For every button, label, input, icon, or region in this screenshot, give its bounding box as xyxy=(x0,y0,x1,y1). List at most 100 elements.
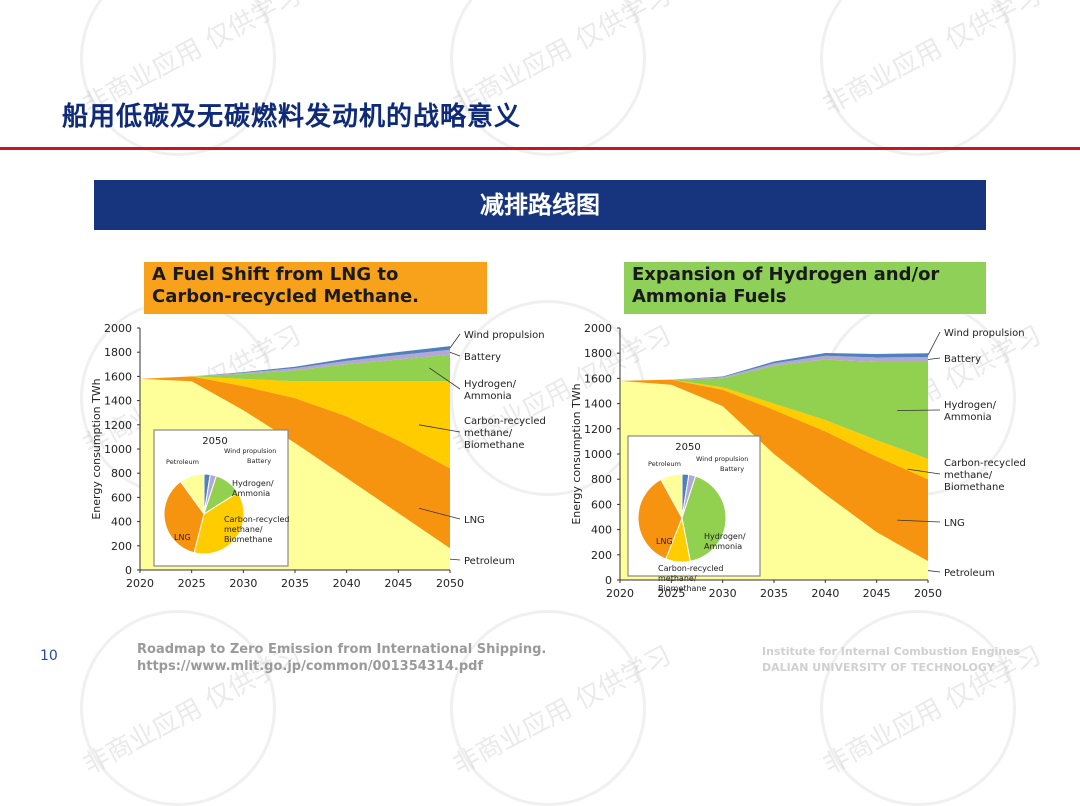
pie-slice-label: Biomethane xyxy=(658,584,707,593)
x-tick-label: 2050 xyxy=(914,587,942,600)
series-label: Biomethane xyxy=(464,440,525,451)
title-divider xyxy=(0,147,1080,150)
x-tick-label: 2045 xyxy=(384,577,412,590)
callout-leader xyxy=(449,333,461,349)
institute-name: Institute for Internal Combustion Engine… xyxy=(762,645,1021,658)
pie-slice-label: Carbon-recycled xyxy=(658,564,724,573)
series-label: Ammonia xyxy=(944,412,992,423)
pie-slice-label: LNG xyxy=(174,533,191,542)
pie-slice-label: Ammonia xyxy=(704,542,742,551)
y-tick-label: 2000 xyxy=(584,322,612,335)
area-series-3 xyxy=(140,354,450,382)
left-area-chart: 0 200 400 600 800 1000 1200 1400 1600 1800 2000 202… xyxy=(90,322,546,590)
pie-slice-label: Wind propulsion xyxy=(224,447,276,455)
series-label: Petroleum xyxy=(464,556,515,567)
pie-slice-label: Carbon-recycled xyxy=(224,515,290,524)
y-axis-label: Energy consumption TWh xyxy=(570,383,583,524)
series-label: LNG xyxy=(944,518,965,529)
callout-leader xyxy=(897,409,941,411)
pie-title: 2050 xyxy=(202,436,227,447)
callout-leader xyxy=(927,331,941,356)
y-axis-label: Energy consumption TWh xyxy=(90,378,103,519)
y-tick-label: 1400 xyxy=(584,398,612,411)
series-label: LNG xyxy=(464,515,485,526)
series-label: Battery xyxy=(944,354,981,365)
series-label: Wind propulsion xyxy=(464,330,545,341)
pie-slice-label: Battery xyxy=(247,457,271,465)
y-tick-label: 0 xyxy=(605,574,612,587)
y-tick-label: 200 xyxy=(111,540,132,553)
y-tick-label: 2000 xyxy=(104,322,132,335)
series-label: methane/ xyxy=(944,470,993,481)
y-tick-label: 1800 xyxy=(104,346,132,359)
source-url: https://www.mlit.go.jp/common/001354314.… xyxy=(137,659,484,674)
slide-number: 10 xyxy=(40,648,58,664)
y-tick-label: 600 xyxy=(591,498,612,511)
pie-slice-label: Petroleum xyxy=(648,460,681,468)
series-label: Petroleum xyxy=(944,568,995,579)
watermark-ring xyxy=(450,610,646,806)
y-tick-label: 1600 xyxy=(104,370,132,383)
pie-slice-label: Wind propulsion xyxy=(696,455,748,463)
callout-leader xyxy=(418,424,461,433)
pie-slice xyxy=(163,480,205,554)
series-label: Carbon-recycled xyxy=(944,458,1026,469)
university-name: DALIAN UNIVERSITY OF TECHNOLOGY xyxy=(762,661,995,674)
watermark-ring xyxy=(820,610,1016,806)
page-title: 船用低碳及无碳燃料发动机的战略意义 xyxy=(62,102,522,132)
pie-slice-label: Hydrogen/ xyxy=(704,532,746,541)
area-series-5 xyxy=(620,352,928,381)
y-tick-label: 600 xyxy=(111,491,132,504)
series-label: Carbon-recycled xyxy=(464,416,546,427)
source-citation: Roadmap to Zero Emission from Internatio… xyxy=(137,641,546,675)
area-series-1 xyxy=(620,379,928,562)
x-tick-label: 2040 xyxy=(811,587,839,600)
section-banner: 减排路线图 xyxy=(94,180,986,230)
y-tick-label: 1200 xyxy=(584,423,612,436)
y-tick-label: 1000 xyxy=(104,443,132,456)
source-title: Roadmap to Zero Emission from Internatio… xyxy=(137,642,547,657)
area-series-2 xyxy=(140,376,450,469)
right-area-chart: 0 200 400 600 800 1000 1200 1400 1600 1800 2000 202… xyxy=(570,322,1026,600)
x-tick-label: 2025 xyxy=(178,577,206,590)
callout-leader xyxy=(449,351,461,357)
series-label: methane/ xyxy=(464,428,513,439)
callout-leader xyxy=(449,558,461,561)
watermark-ring xyxy=(80,610,276,806)
pie-slice-label: Biomethane xyxy=(224,535,273,544)
institute-credit: Institute for Internal Combustion Engine… xyxy=(762,644,1020,676)
series-label: Hydrogen/ xyxy=(944,400,997,411)
x-tick-label: 2035 xyxy=(760,587,788,600)
callout-leader xyxy=(897,519,941,523)
series-label: Battery xyxy=(464,352,501,363)
x-tick-label: 2035 xyxy=(281,577,309,590)
watermark-ring xyxy=(820,0,1016,156)
pie-slice xyxy=(193,491,245,555)
series-label: Hydrogen/ xyxy=(464,379,517,390)
y-tick-label: 1200 xyxy=(104,419,132,432)
pie-slice-label: LNG xyxy=(656,537,673,546)
series-label: Biomethane xyxy=(944,482,1005,493)
watermark-text: 非商业应用 仅供学习 xyxy=(818,0,1047,121)
x-tick-label: 2025 xyxy=(657,587,685,600)
area-series-1 xyxy=(140,376,450,549)
y-tick-label: 1400 xyxy=(104,395,132,408)
x-tick-label: 2030 xyxy=(709,587,737,600)
pie-slice xyxy=(681,475,727,562)
x-tick-label: 2045 xyxy=(863,587,891,600)
callout-leader xyxy=(418,507,461,520)
pie-slice-label: Petroleum xyxy=(166,458,199,466)
pie-slice-label: Battery xyxy=(720,465,744,473)
pie-slice-label: methane/ xyxy=(224,525,263,534)
series-label: Wind propulsion xyxy=(944,328,1025,339)
y-tick-label: 800 xyxy=(591,473,612,486)
y-tick-label: 200 xyxy=(591,549,612,562)
x-tick-label: 2020 xyxy=(126,577,154,590)
pie-title: 2050 xyxy=(675,442,700,453)
callout-leader xyxy=(927,570,941,573)
y-tick-label: 0 xyxy=(125,564,132,577)
y-tick-label: 400 xyxy=(111,516,132,529)
area-series-3 xyxy=(620,359,928,460)
x-tick-label: 2030 xyxy=(229,577,257,590)
pie-slice-label: Ammonia xyxy=(232,489,270,498)
